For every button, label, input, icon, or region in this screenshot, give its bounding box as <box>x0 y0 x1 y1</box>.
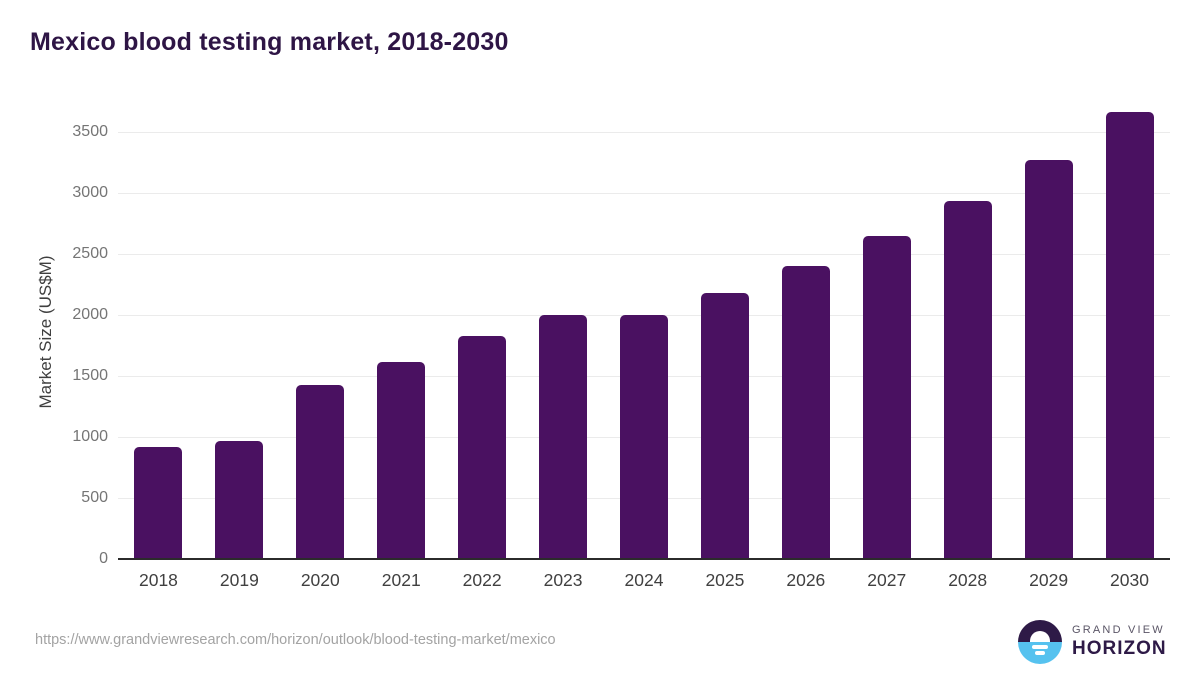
bar-2024[interactable] <box>620 315 668 559</box>
bar-2030[interactable] <box>1105 111 1154 559</box>
x-tick-2024: 2024 <box>624 570 664 590</box>
bar-2023[interactable] <box>539 315 588 559</box>
x-tick-2021: 2021 <box>381 570 421 590</box>
x-tick-2023: 2023 <box>543 570 583 590</box>
bar-2029[interactable] <box>1024 160 1073 559</box>
x-tick-2027: 2027 <box>867 570 907 590</box>
x-tick-2020: 2020 <box>300 570 340 590</box>
y-tick-1000: 1000 <box>72 428 108 445</box>
x-tick-2029: 2029 <box>1029 570 1069 590</box>
x-tick-2019: 2019 <box>219 570 259 590</box>
gridline-3000 <box>118 193 1170 194</box>
x-tick-2030: 2030 <box>1110 570 1149 590</box>
logo-text: GRAND VIEW HORIZON <box>1072 624 1167 660</box>
y-tick-1500: 1500 <box>72 367 108 384</box>
bar-2022[interactable] <box>458 335 507 559</box>
bar-2026[interactable] <box>781 266 830 559</box>
y-tick-0: 0 <box>99 550 108 567</box>
y-tick-2500: 2500 <box>72 245 108 262</box>
bar-2018[interactable] <box>134 446 183 559</box>
logo-reflection-line-2 <box>1035 651 1045 655</box>
bar-2019[interactable] <box>215 440 264 559</box>
bar-2020[interactable] <box>296 384 345 559</box>
logo-sun-dome <box>1030 631 1050 642</box>
source-url: https://www.grandviewresearch.com/horizo… <box>35 632 556 648</box>
x-tick-2025: 2025 <box>705 570 745 590</box>
horizon-sunrise-icon <box>1018 620 1062 664</box>
x-tick-2026: 2026 <box>786 570 826 590</box>
x-tick-2018: 2018 <box>138 570 178 590</box>
bar-2027[interactable] <box>862 236 911 559</box>
gridline-2500 <box>118 254 1170 255</box>
logo-horizon-label: HORIZON <box>1072 638 1167 659</box>
x-tick-2022: 2022 <box>462 570 502 590</box>
gridline-3500 <box>118 132 1170 133</box>
bar-2021[interactable] <box>377 361 426 559</box>
bar-2028[interactable] <box>943 200 992 559</box>
y-tick-3000: 3000 <box>72 184 108 201</box>
logo-grand-view-label: GRAND VIEW <box>1072 624 1165 636</box>
y-tick-3500: 3500 <box>72 123 108 140</box>
chart-title: Mexico blood testing market, 2018-2030 <box>30 28 509 56</box>
y-tick-500: 500 <box>81 489 108 506</box>
x-tick-2028: 2028 <box>948 570 988 590</box>
y-tick-2000: 2000 <box>72 306 108 323</box>
bar-2025[interactable] <box>700 293 749 559</box>
logo-reflection-line-1 <box>1032 645 1048 649</box>
x-axis-line <box>118 558 1170 560</box>
grand-view-horizon-logo: GRAND VIEW HORIZON <box>1018 620 1167 664</box>
